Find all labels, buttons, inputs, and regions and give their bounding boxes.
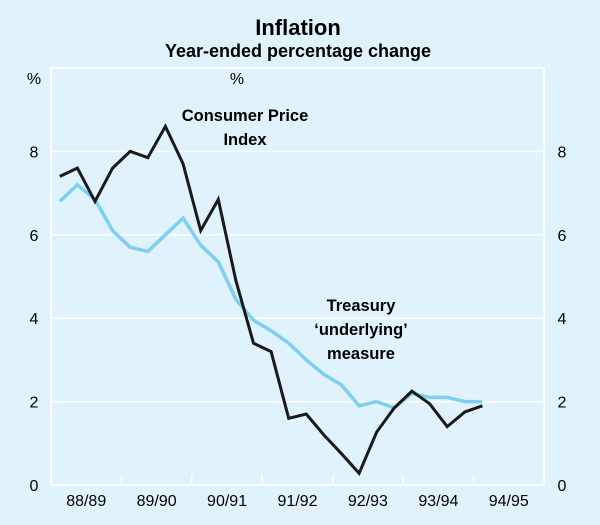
y-tick-right-0: 0 xyxy=(558,478,567,495)
series-line-treasury-underlying xyxy=(58,182,483,410)
treasury-label-line-1: ‘underlying’ xyxy=(314,321,408,339)
x-tick-label-92/93: 92/93 xyxy=(348,493,388,510)
y-tick-right-6: 6 xyxy=(558,228,567,245)
left-axis-unit: % xyxy=(27,71,41,88)
chart-subtitle: Year-ended percentage change xyxy=(165,41,431,61)
y-tick-left-4: 4 xyxy=(30,311,39,328)
plot-border xyxy=(50,67,545,486)
y-tick-right-4: 4 xyxy=(558,311,567,328)
x-tick-label-90/91: 90/91 xyxy=(207,493,247,510)
treasury-label-line-0: Treasury xyxy=(327,297,397,315)
cpi-label-line-1: Index xyxy=(223,131,267,149)
treasury-label-line-2: measure xyxy=(327,345,395,363)
y-tick-left-0: 0 xyxy=(30,478,39,495)
plot-frame xyxy=(50,67,545,486)
y-axis-left: 0 2 4 6 8 xyxy=(30,144,39,495)
x-tick-label-91/92: 91/92 xyxy=(277,493,317,510)
chart-title: Inflation xyxy=(255,15,341,40)
cpi-label-line-0: Consumer Price xyxy=(182,107,309,125)
series-annotations: Consumer Price Index Treasury ‘underlying’ m… xyxy=(182,107,408,363)
gridlines xyxy=(51,150,544,403)
y-tick-right-8: 8 xyxy=(558,144,567,161)
y-tick-left-8: 8 xyxy=(30,144,39,161)
x-tick-label-88/89: 88/89 xyxy=(66,493,106,510)
right-axis-unit: % xyxy=(230,71,244,88)
x-tick-label-93/94: 93/94 xyxy=(418,493,458,510)
x-tick-label-89/90: 89/90 xyxy=(137,493,177,510)
y-tick-right-2: 2 xyxy=(558,395,567,412)
y-axis-right: 0 2 4 6 8 xyxy=(558,144,567,495)
series-line-cpi xyxy=(59,123,483,477)
series-lines xyxy=(58,123,483,477)
x-tick-label-94/95: 94/95 xyxy=(489,493,529,510)
x-axis: 88/89 89/90 90/91 91/92 92/93 93/94 94/95 xyxy=(66,475,529,510)
y-tick-left-6: 6 xyxy=(30,228,39,245)
y-tick-left-2: 2 xyxy=(30,395,39,412)
